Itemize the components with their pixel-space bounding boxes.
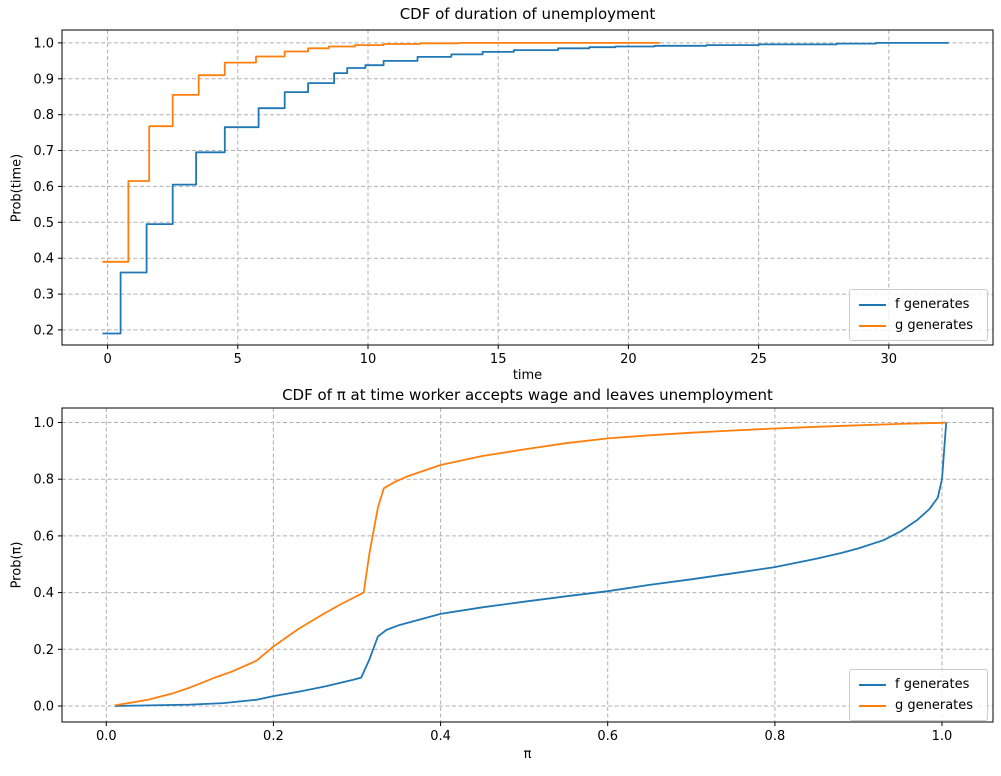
top-chart-ylabel: Prob(time)	[9, 153, 25, 223]
legend-item-g-generates: g generates	[859, 315, 978, 336]
y-tick-label: 1.0	[33, 416, 54, 431]
x-tick-label: 15	[490, 352, 507, 367]
x-tick-label: 0.2	[263, 729, 284, 744]
series-g-generates	[102, 42, 660, 263]
y-tick-label: 0.5	[33, 216, 54, 231]
top-chart-legend: f generates g generates	[849, 289, 988, 341]
y-tick-label: 0.8	[33, 473, 54, 488]
chart-1: 0.0 0.2 0.4 0.6 0.8 1.0 0.0 0.2 0.4 0.6 0.8 1.0	[33, 407, 994, 744]
series-f-generates	[114, 422, 948, 707]
y-tick-label: 0.4	[33, 252, 54, 267]
f-generates-line-swatch	[859, 683, 886, 686]
legend-item-f-generates: f generates	[859, 294, 978, 315]
y-tick-label: 0.2	[33, 643, 54, 658]
x-tick-label: 0.8	[765, 729, 786, 744]
legend-item-g-generates: g generates	[859, 695, 978, 716]
legend-label: f generates	[895, 677, 970, 692]
y-tick-label: 0.9	[33, 72, 54, 87]
y-tick-label: 0.7	[33, 144, 54, 159]
x-tick-label: 0.0	[96, 729, 117, 744]
x-tick-label: 0.4	[430, 729, 451, 744]
bottom-chart-xlabel: π	[523, 747, 532, 762]
g-generates-line-swatch	[859, 324, 886, 327]
legend-label: g generates	[895, 318, 974, 333]
legend-item-f-generates: f generates	[859, 674, 978, 695]
x-tick-label: 1.0	[932, 729, 953, 744]
x-tick-label: 10	[360, 352, 377, 367]
x-tick-label: 30	[881, 352, 898, 367]
top-chart-xlabel: time	[512, 368, 543, 383]
y-tick-label: 0.4	[33, 586, 54, 601]
g-generates-line-swatch	[859, 704, 886, 707]
x-tick-label: 0.6	[597, 729, 618, 744]
y-tick-label: 0.3	[33, 288, 54, 303]
f-generates-line-swatch	[859, 303, 886, 306]
y-tick-label: 0.0	[33, 700, 54, 715]
chart-0: 0 5 10 15 20 25 30 0.2 0.3 0.4 0.5 0.6 0.7 0.8 0.9 1.0	[33, 29, 994, 367]
x-tick-label: 20	[620, 352, 637, 367]
x-tick-label: 0	[103, 352, 111, 367]
legend-label: g generates	[895, 698, 974, 713]
axes-spines	[61, 29, 994, 346]
y-tick-label: 0.6	[33, 180, 54, 195]
bottom-chart-legend: f generates g generates	[849, 669, 988, 721]
bottom-chart-ylabel: Prob(π)	[9, 541, 25, 589]
x-tick-label: 25	[750, 352, 767, 367]
x-tick-label: 5	[234, 352, 242, 367]
legend-label: f generates	[895, 297, 970, 312]
series-g-generates	[114, 421, 947, 707]
y-tick-label: 0.6	[33, 529, 54, 544]
axes-spines	[61, 407, 994, 723]
y-tick-label: 1.0	[33, 36, 54, 51]
top-chart-title: CDF of duration of unemployment	[399, 5, 656, 23]
series-f-generates	[102, 42, 949, 335]
bottom-chart-title: CDF of π at time worker accepts wage and…	[282, 386, 773, 404]
y-tick-label: 0.8	[33, 108, 54, 123]
y-tick-label: 0.2	[33, 323, 54, 338]
